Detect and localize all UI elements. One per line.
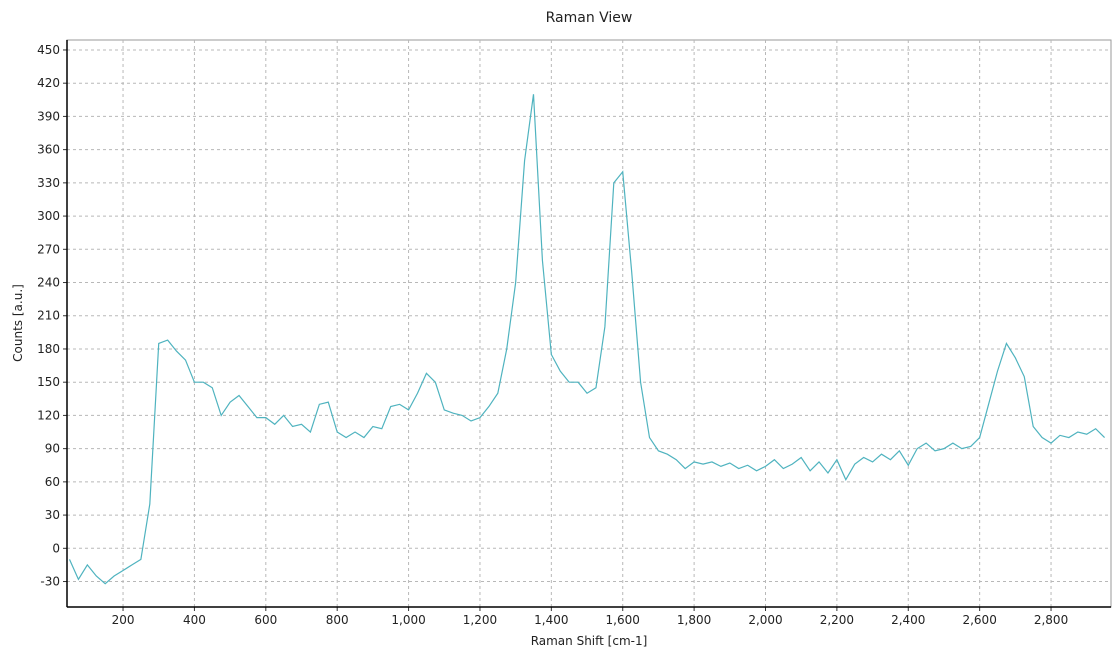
y-tick-label: 150 (37, 375, 60, 389)
y-tick-label: -30 (40, 575, 60, 589)
x-tick-label: 2,200 (820, 613, 854, 627)
spectrum-line (68, 94, 1106, 585)
y-tick-label: 270 (37, 242, 60, 256)
x-tick-label: 400 (183, 613, 206, 627)
y-axis-label: Counts [a.u.] (11, 284, 25, 362)
y-tick-label: 0 (52, 541, 60, 555)
y-tick-label: 300 (37, 209, 60, 223)
y-tick-label: 450 (37, 43, 60, 57)
x-tick-label: 1,600 (606, 613, 640, 627)
y-tick-label: 180 (37, 342, 60, 356)
x-tick-label: 200 (112, 613, 135, 627)
x-tick-label: 800 (326, 613, 349, 627)
x-tick-label: 600 (254, 613, 277, 627)
x-tick-label: 1,800 (677, 613, 711, 627)
y-tick-label: 390 (37, 109, 60, 123)
x-tick-label: 1,000 (391, 613, 425, 627)
y-tick-label: 60 (45, 475, 60, 489)
x-tick-label: 2,800 (1034, 613, 1068, 627)
y-tick-label: 30 (45, 508, 60, 522)
x-tick-label: 1,200 (463, 613, 497, 627)
y-tick-label: 420 (37, 76, 60, 90)
x-tick-label: 2,000 (748, 613, 782, 627)
y-tick-label: 120 (37, 408, 60, 422)
x-tick-label: 2,600 (962, 613, 996, 627)
x-tick-label: 2,400 (891, 613, 925, 627)
x-tick-label: 1,400 (534, 613, 568, 627)
y-tick-label: 360 (37, 143, 60, 157)
plot-frame (66, 39, 1112, 608)
y-tick-label: 330 (37, 176, 60, 190)
y-tick-label: 210 (37, 309, 60, 323)
y-tick-label: 90 (45, 442, 60, 456)
x-axis-label: Raman Shift [cm-1] (531, 634, 648, 648)
y-tick-label: 240 (37, 276, 60, 290)
chart-title: Raman View (546, 10, 633, 26)
